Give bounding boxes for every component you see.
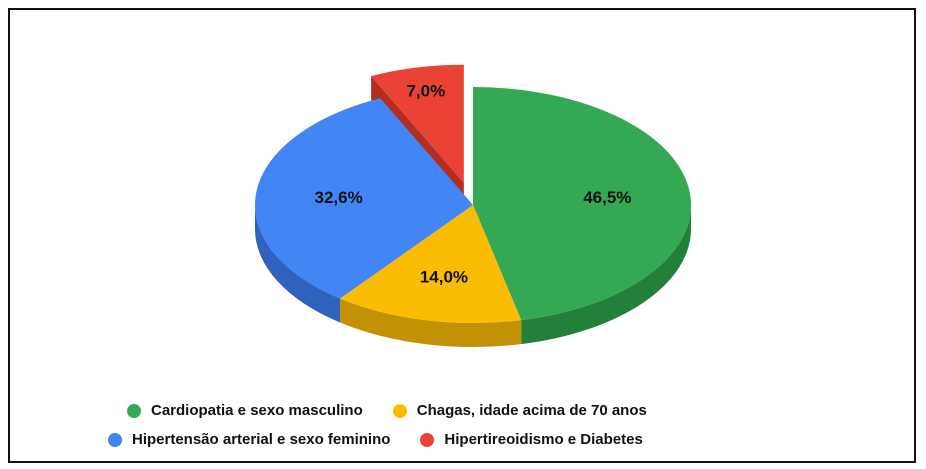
data-label-hipertireoidismo: 7,0% <box>406 82 445 101</box>
pie-side-hipertensao <box>255 205 341 323</box>
pie-tops <box>254 64 691 323</box>
legend-row-1: Cardiopatia e sexo masculino Chagas, ida… <box>127 402 647 419</box>
legend-item-hipertireoidismo: Hipertireoidismo e Diabetes <box>420 431 643 448</box>
pie-side-chagas <box>340 298 522 348</box>
pie-slice-cardiopatia <box>473 86 691 321</box>
legend-label-cardiopatia: Cardiopatia e sexo masculino <box>151 402 363 419</box>
legend-swatch-cardiopatia <box>127 403 141 418</box>
data-label-cardiopatia: 46,5% <box>583 188 631 207</box>
legend-row-2: Hipertensão arterial e sexo feminino Hip… <box>108 431 643 448</box>
pie-slice-hipertensao <box>254 98 473 299</box>
legend-swatch-hipertireoidismo <box>420 432 435 447</box>
legend-item-chagas: Chagas, idade acima de 70 anos <box>392 402 647 419</box>
legend-swatch-hipertensao <box>108 432 122 447</box>
pie-slice-hipertireoidismo <box>371 64 464 183</box>
legend-label-chagas: Chagas, idade acima de 70 anos <box>416 402 647 419</box>
pie-slice-chagas <box>340 205 522 323</box>
legend-swatch-chagas <box>392 403 407 418</box>
legend-label-hipertireoidismo: Hipertireoidismo e Diabetes <box>444 431 643 448</box>
data-label-chagas: 14,0% <box>420 267 468 286</box>
legend-item-cardiopatia: Cardiopatia e sexo masculino <box>127 402 363 419</box>
legend-item-hipertensao: Hipertensão arterial e sexo feminino <box>108 431 390 448</box>
pie-side-cardiopatia <box>521 205 691 345</box>
legend-label-hipertensao: Hipertensão arterial e sexo feminino <box>132 431 391 448</box>
pie-labels: 46,5% 14,0% 32,6% 7,0% <box>315 82 632 287</box>
data-label-hipertensao: 32,6% <box>315 188 363 207</box>
